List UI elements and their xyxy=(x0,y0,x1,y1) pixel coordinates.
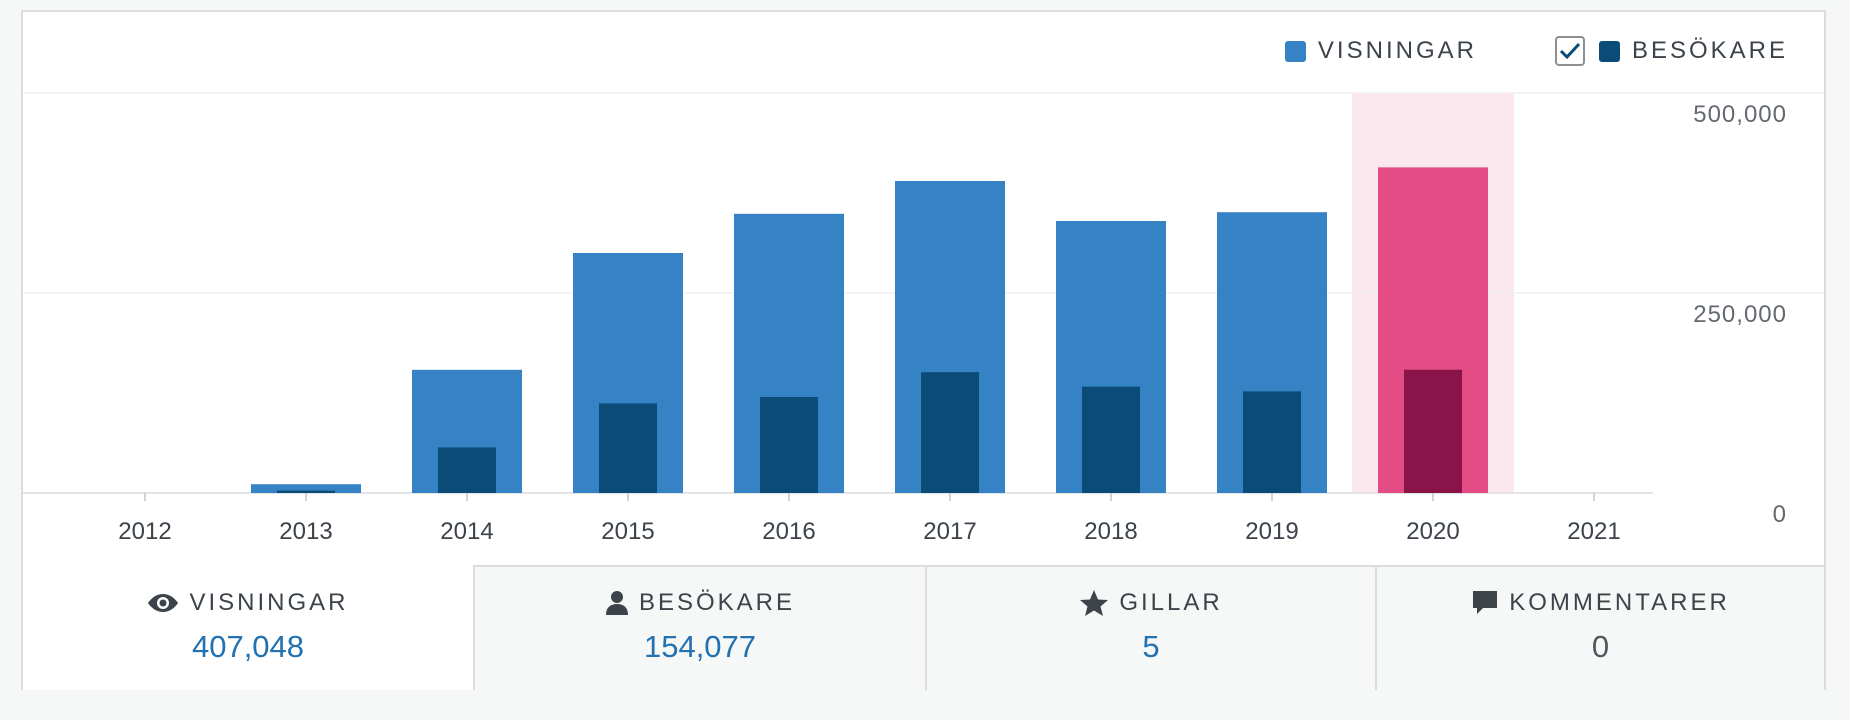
x-tick-label: 2015 xyxy=(601,518,654,545)
star-icon xyxy=(1080,590,1109,616)
visitors-bar xyxy=(1082,386,1140,493)
comment-icon xyxy=(1473,591,1498,614)
tab-visitors-label: BESÖKARE xyxy=(638,589,796,616)
eye-icon xyxy=(148,594,179,612)
views-bar xyxy=(251,484,361,493)
tab-likes[interactable]: GILLAR 5 xyxy=(925,565,1375,690)
legend-item-views: VISNINGAR xyxy=(1284,37,1477,65)
stats-card: 500,000 250,000 0 2012 2013 2014 2015 2016 2017 2… xyxy=(21,10,1826,690)
tab-visitors-value: 154,077 xyxy=(643,629,757,664)
x-tick-label: 2020 xyxy=(1406,518,1459,545)
tab-views-value: 407,048 xyxy=(191,629,305,664)
x-tick-label: 2016 xyxy=(762,518,815,545)
checkmark-icon xyxy=(1559,42,1581,60)
visitors-bar xyxy=(921,372,979,493)
visitors-checkbox[interactable] xyxy=(1554,36,1585,66)
visitors-bar xyxy=(1243,391,1301,493)
bar-chart: 500,000 250,000 0 2012 2013 2014 2015 2016 2017 2… xyxy=(23,92,1824,545)
tab-comments-label: KOMMENTARER xyxy=(1509,589,1730,616)
y-tick-label: 500,000 xyxy=(1693,101,1787,128)
x-tick-label: 2014 xyxy=(440,518,493,545)
tab-comments[interactable]: KOMMENTARER 0 xyxy=(1375,565,1824,690)
tab-visitors[interactable]: BESÖKARE 154,077 xyxy=(473,565,925,690)
y-tick-label: 0 xyxy=(1773,501,1787,528)
person-icon xyxy=(605,591,628,615)
x-tick-label: 2019 xyxy=(1245,518,1298,545)
visitors-bar xyxy=(277,490,335,493)
views-swatch-icon xyxy=(1284,40,1306,62)
y-tick-label: 250,000 xyxy=(1693,301,1787,328)
x-tick-label: 2018 xyxy=(1084,518,1137,545)
visitors-bar xyxy=(1404,369,1462,493)
chart-legend: VISNINGAR BESÖKARE xyxy=(1284,36,1788,66)
visitors-bar xyxy=(438,447,496,493)
visitors-bar xyxy=(760,397,818,493)
tab-views[interactable]: VISNINGAR 407,048 xyxy=(23,565,473,690)
x-tick-label: 2021 xyxy=(1567,518,1620,545)
legend-item-visitors[interactable]: BESÖKARE xyxy=(1554,36,1788,66)
legend-views-label: VISNINGAR xyxy=(1317,37,1477,64)
visitors-bar xyxy=(599,403,657,493)
legend-visitors-label: BESÖKARE xyxy=(1631,37,1788,64)
visitors-swatch-icon xyxy=(1598,40,1620,62)
x-tick-label: 2017 xyxy=(923,518,976,545)
tab-likes-label: GILLAR xyxy=(1119,589,1223,616)
tab-likes-value: 5 xyxy=(1142,629,1160,664)
tab-comments-value: 0 xyxy=(1591,629,1610,664)
x-tick-label: 2012 xyxy=(118,518,171,545)
x-tick-label: 2013 xyxy=(279,518,332,545)
tab-views-label: VISNINGAR xyxy=(189,589,349,616)
stats-tabs: VISNINGAR 407,048 BESÖKARE 154,077 GILLA… xyxy=(23,565,1824,690)
